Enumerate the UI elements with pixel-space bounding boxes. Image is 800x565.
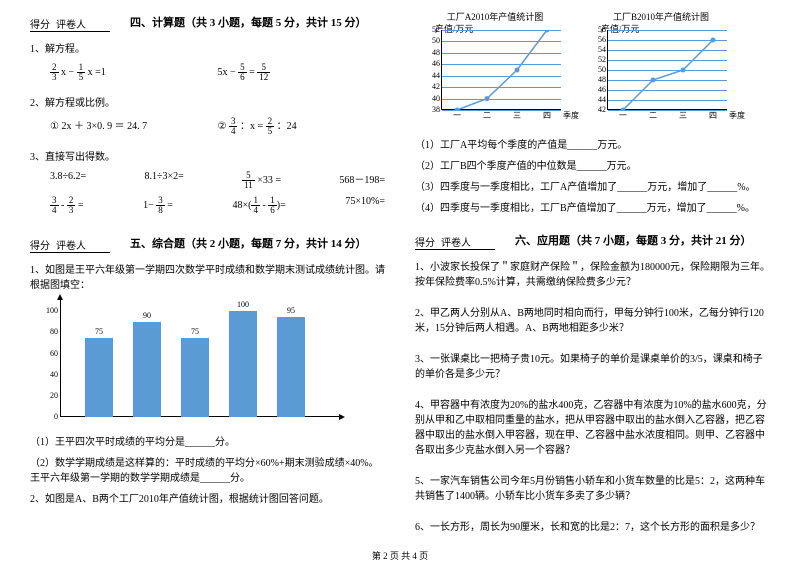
eq1b: 5x − 56 = 512 <box>218 63 386 82</box>
lq-d: （4）四季度与一季度相比，工厂B产值增加了______万元，增加了______%… <box>415 201 770 216</box>
eq2a: ① 2x ＋ 3×0. 9 ＝ 24. 7 <box>30 117 218 136</box>
page-footer: 第 2 页 共 4 页 <box>0 549 800 562</box>
q5-1-2: （2）数学学期成绩是这样算的：平时成绩的平均分×60%+期末测验成绩×40%。王… <box>30 456 385 486</box>
r1c: 511 ×33 = <box>242 171 281 190</box>
lq-a: （1）工厂A平均每个季度的产值是______万元。 <box>415 138 770 153</box>
q5-1: 1、如图是王平六年级第一学期四次数学平时成绩和数学期末测试成绩统计图。请根据图填… <box>30 263 385 293</box>
line-chart-a: 工厂A2010年产值统计图产值/万元3840424446485052一二三四季度 <box>415 10 575 130</box>
row3-2: 34 - 23 = 1− 38 = 48×(14 - 16)= 75×10%= <box>30 196 385 215</box>
r1d: 568－198= <box>339 171 385 190</box>
q6-2: 2、甲乙两人分别从A、B两地同时相向而行，甲每分钟行100米，乙每分钟行120米… <box>415 306 770 336</box>
right-column: 工厂A2010年产值统计图产值/万元3840424446485052一二三四季度… <box>415 10 770 541</box>
q4-3: 3、直接写出得数。 <box>30 150 385 165</box>
page-content: 得分 评卷人 四、计算题（共 3 小题，每题 5 分，共计 15 分） 1、解方… <box>0 0 800 546</box>
q6-6: 6、一长方形，周长为90厘米，长和宽的比是2：7，这个长方形的面积是多少？ <box>415 520 770 535</box>
line-charts: 工厂A2010年产值统计图产值/万元3840424446485052一二三四季度… <box>415 10 770 130</box>
eq-row-1: 23 x − 15 x =1 5x − 56 = 512 <box>30 63 385 82</box>
scorer-box-6: 得分 评卷人 <box>415 234 495 250</box>
lq-b: （2）工厂B四个季度产值的中位数是______万元。 <box>415 159 770 174</box>
r1a: 3.8÷6.2= <box>50 171 86 190</box>
eq-row-2: ① 2x ＋ 3×0. 9 ＝ 24. 7 ② 34 ：x = 25 ：24 <box>30 117 385 136</box>
section-5-title: 五、综合题（共 2 小题，每题 7 分，共计 14 分） <box>130 235 367 251</box>
r2d: 75×10%= <box>345 196 385 215</box>
q6-5: 5、一家汽车销售公司今年5月份销售小轿车和小货车数量的比是5：2，这两种车共销售… <box>415 474 770 504</box>
scorer-box-4: 得分 评卷人 <box>30 16 110 32</box>
r1b: 8.1÷3×2= <box>144 171 183 190</box>
r2b: 1− 38 = <box>143 196 173 215</box>
left-column: 得分 评卷人 四、计算题（共 3 小题，每题 5 分，共计 15 分） 1、解方… <box>30 10 385 541</box>
lq-c: （3）四季度与一季度相比，工厂A产值增加了______万元，增加了______%… <box>415 180 770 195</box>
section-4-title: 四、计算题（共 3 小题，每题 5 分，共计 15 分） <box>130 14 367 30</box>
line-chart-b: 工厂B2010年产值统计图产值/万元424446485052545658一二三四… <box>581 10 741 130</box>
eq1a: 23 x − 15 x =1 <box>30 63 218 82</box>
eq2b: ② 34 ：x = 25 ：24 <box>218 117 386 136</box>
q5-2: 2、如图是A、B两个工厂2010年产值统计图，根据统计图回答问题。 <box>30 492 385 507</box>
row3-1: 3.8÷6.2= 8.1÷3×2= 511 ×33 = 568－198= <box>30 171 385 190</box>
section-6-title: 六、应用题（共 7 小题，每题 3 分，共计 21 分） <box>515 232 752 248</box>
y-axis <box>60 299 61 417</box>
r2a: 34 - 23 = <box>50 196 83 215</box>
grader-label: 评卷人 <box>56 16 86 31</box>
q5-1-1: （1）王平四次平时成绩的平均分是______分。 <box>30 435 385 450</box>
q4-1: 1、解方程。 <box>30 42 385 57</box>
x-arrow-icon <box>339 414 345 420</box>
q6-1: 1、小波家长投保了＂家庭财产保险＂，保险金额为180000元，保险期限为三年。按… <box>415 260 770 290</box>
q6-3: 3、一张课桌比一把椅子贵10元。如果椅子的单价是课桌单价的3/5，课桌和椅子的单… <box>415 352 770 382</box>
q6-4: 4、甲容器中有浓度为20%的盐水400克，乙容器中有浓度为10%的盐水600克，… <box>415 398 770 458</box>
q4-2: 2、解方程或比例。 <box>30 96 385 111</box>
score-label: 得分 <box>30 16 50 31</box>
bar-chart: 02040608010075907510095 <box>60 299 340 429</box>
r2c: 48×(14 - 16)= <box>232 196 285 215</box>
scorer-box-5: 得分 评卷人 <box>30 237 110 253</box>
